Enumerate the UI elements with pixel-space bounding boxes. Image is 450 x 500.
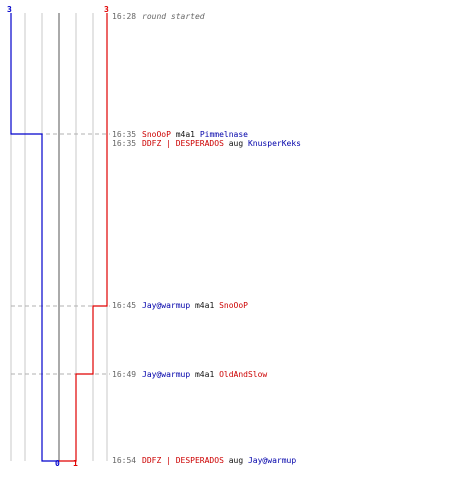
killer-name: Jay@warmup — [142, 301, 190, 310]
event-text: DDFZ | DESPERADOS aug Jay@warmup — [142, 456, 296, 465]
grid — [10, 13, 108, 461]
event-row: 16:28 round started — [112, 12, 205, 21]
red-team-line — [59, 13, 108, 462]
event-row: 16:35 SnoOoP m4a1 Pimmelnase — [112, 130, 248, 139]
victim-name: SnoOoP — [219, 301, 248, 310]
victim-name: Jay@warmup — [248, 456, 296, 465]
event-time: 16:35 — [112, 130, 136, 139]
event-guides — [11, 133, 110, 375]
blue-end-score: 0 — [55, 459, 60, 468]
event-text: Jay@warmup m4a1 OldAndSlow — [142, 370, 267, 379]
event-text: DDFZ | DESPERADOS aug KnusperKeks — [142, 139, 301, 148]
weapon-name: m4a1 — [190, 301, 219, 310]
weapon-name: m4a1 — [190, 370, 219, 379]
event-text: Jay@warmup m4a1 SnoOoP — [142, 301, 248, 310]
red-start-score: 3 — [104, 5, 109, 14]
event-text: round started — [142, 12, 205, 21]
victim-name: Pimmelnase — [200, 130, 248, 139]
event-time: 16:35 — [112, 139, 136, 148]
killer-name: SnoOoP — [142, 130, 171, 139]
victim-name: OldAndSlow — [219, 370, 267, 379]
weapon-name: aug — [224, 456, 248, 465]
event-row: 16:35 DDFZ | DESPERADOS aug KnusperKeks — [112, 139, 301, 148]
event-text: SnoOoP m4a1 Pimmelnase — [142, 130, 248, 139]
event-row: 16:54 DDFZ | DESPERADOS aug Jay@warmup — [112, 456, 296, 465]
event-time: 16:45 — [112, 301, 136, 310]
killer-name: DDFZ | DESPERADOS — [142, 139, 224, 148]
event-time: 16:28 — [112, 12, 136, 21]
event-part: round started — [142, 12, 205, 21]
red-end-score: 1 — [73, 459, 78, 468]
event-row: 16:45 Jay@warmup m4a1 SnoOoP — [112, 301, 248, 310]
killer-name: Jay@warmup — [142, 370, 190, 379]
weapon-name: m4a1 — [171, 130, 200, 139]
killer-name: DDFZ | DESPERADOS — [142, 456, 224, 465]
event-time: 16:49 — [112, 370, 136, 379]
weapon-name: aug — [224, 139, 248, 148]
blue-start-score: 3 — [7, 5, 12, 14]
event-time: 16:54 — [112, 456, 136, 465]
blue-team-line — [10, 13, 59, 462]
victim-name: KnusperKeks — [248, 139, 301, 148]
event-row: 16:49 Jay@warmup m4a1 OldAndSlow — [112, 370, 267, 379]
